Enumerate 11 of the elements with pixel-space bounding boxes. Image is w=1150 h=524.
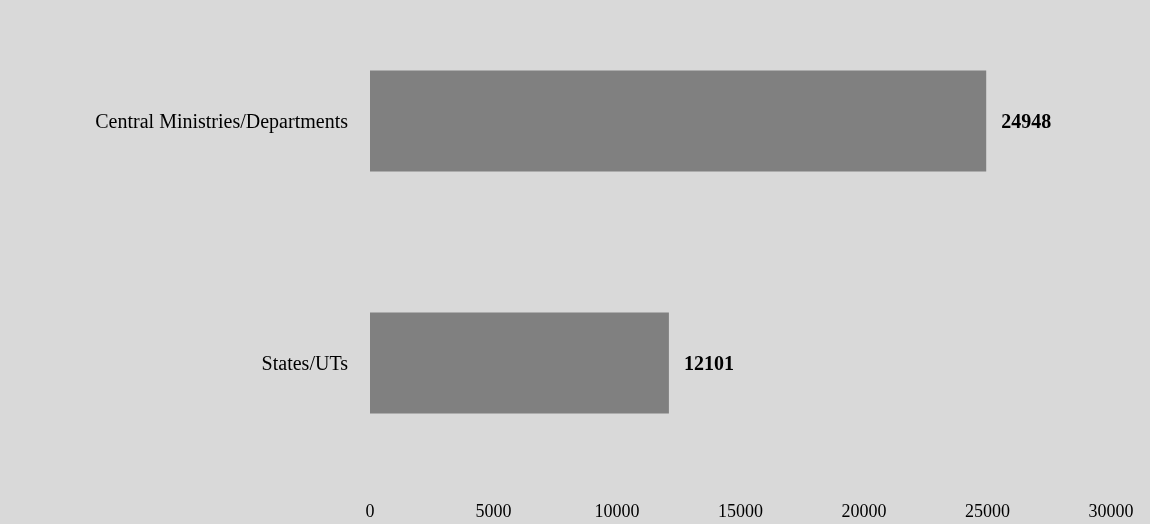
- x-tick-label: 20000: [841, 501, 887, 521]
- x-tick-label: 5000: [475, 501, 512, 521]
- data-label: 12101: [683, 352, 734, 374]
- data-label: 24948: [1001, 110, 1052, 132]
- y-tick-label: Central Ministries/Departments: [95, 110, 349, 133]
- x-tick-label: 30000: [1088, 501, 1134, 521]
- x-tick-label: 0: [365, 501, 375, 521]
- x-tick-label: 10000: [594, 501, 640, 521]
- x-tick-label: 15000: [718, 501, 763, 521]
- x-tick-label: 25000: [965, 501, 1010, 521]
- y-tick-label: States/UTs: [261, 352, 349, 374]
